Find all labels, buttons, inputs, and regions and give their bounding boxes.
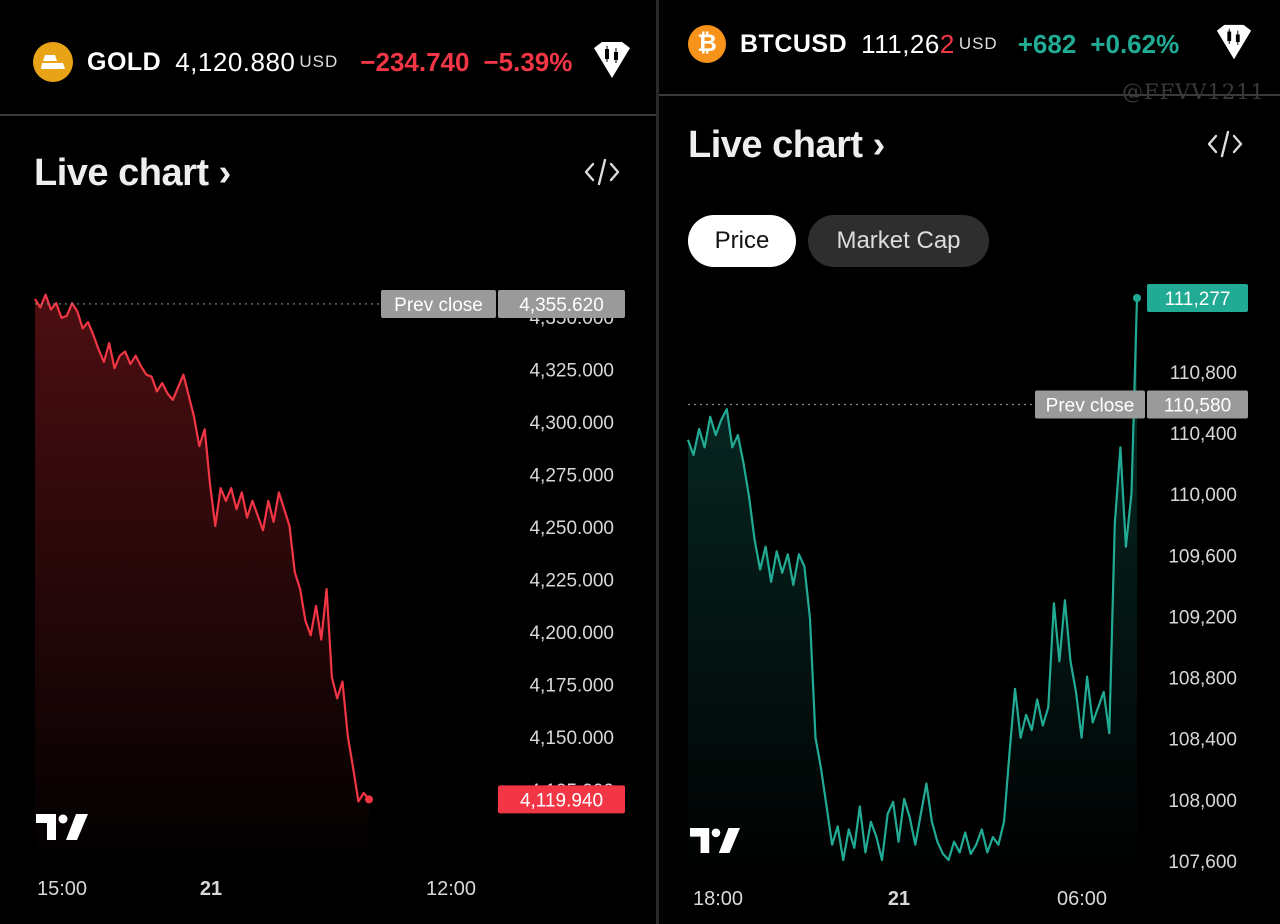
y-tick-label: 108,400: [1168, 730, 1237, 751]
gold-change: −234.740: [360, 46, 470, 77]
y-tick-label: 110,400: [1170, 424, 1237, 445]
gold-price: 4,120.880: [175, 46, 296, 77]
gold-currency: USD: [299, 52, 339, 71]
live-chart-link[interactable]: Live chart ›: [688, 124, 885, 167]
last-price-value: 111,277: [1165, 289, 1231, 310]
x-tick-label: 21: [888, 888, 910, 910]
y-tick-label: 110,000: [1170, 485, 1237, 506]
y-tick-label: 110,800: [1170, 363, 1237, 384]
bitcoin-icon: ₿: [688, 25, 726, 63]
y-tick-label: 4,175.000: [529, 676, 614, 697]
panel-divider: [656, 0, 659, 924]
y-tick-label: 4,200.000: [529, 623, 614, 644]
btc-currency: USD: [958, 34, 998, 53]
y-tick-label: 4,300.000: [529, 413, 614, 434]
last-price-value: 4,119.940: [520, 790, 603, 811]
y-tick-label: 109,600: [1168, 546, 1237, 567]
btc-header: ₿ BTCUSD 111,262 USD +682 +0.62%: [688, 25, 1280, 63]
prev-close-value-tag: [1147, 390, 1248, 419]
last-price-dot: [365, 795, 373, 804]
chevron-right-icon: ›: [862, 124, 886, 166]
btc-price-chart[interactable]: 110,800 110,400 110,000 109,600 109,200 108,8…: [659, 0, 1280, 924]
last-price-tag: [1147, 284, 1248, 312]
y-tick-label: 107,600: [1168, 852, 1237, 873]
gold-change-pct: −5.39%: [483, 46, 573, 77]
y-tick-label: 4,325.000: [529, 360, 614, 381]
y-tick-label: 108,000: [1168, 791, 1237, 812]
prev-close-tag: [1035, 390, 1145, 419]
embed-code-icon[interactable]: [584, 156, 620, 193]
y-tick-label: 4,250.000: [529, 518, 614, 539]
tradingview-logo: [36, 814, 88, 845]
candlestick-gem-button[interactable]: [1213, 23, 1255, 68]
gold-symbol: GOLD: [87, 47, 162, 76]
gold-price-chart[interactable]: 4,350.0004,325.0004,300.0004,275.0004,25…: [0, 0, 656, 924]
candlestick-gem-button[interactable]: [590, 40, 634, 87]
x-tick-label: 06:00: [1057, 888, 1107, 910]
btc-panel: ₿ BTCUSD 111,262 USD +682 +0.62% @FFVV12…: [659, 0, 1280, 924]
y-tick-label: 4,225.000: [529, 571, 614, 592]
prev-close-value-tag: [498, 289, 625, 318]
gold-header: GOLD 4,120.880 USD −234.740 −5.39%: [33, 42, 656, 82]
btc-price: 111,262: [861, 29, 955, 60]
embed-code-icon[interactable]: [1207, 128, 1243, 165]
btc-price-prefix: 111,26: [861, 28, 940, 59]
live-chart-label: Live chart: [34, 152, 209, 194]
header-divider: [0, 114, 656, 116]
y-tick-label: 109,200: [1168, 607, 1237, 628]
x-tick-label: 15:00: [37, 878, 87, 900]
x-tick-label: 12:00: [426, 878, 476, 900]
prev-close-label: Prev close: [394, 295, 483, 316]
chevron-right-icon: ›: [208, 152, 232, 194]
btc-symbol: BTCUSD: [740, 29, 848, 58]
tradingview-logo: [690, 828, 740, 858]
live-chart-link[interactable]: Live chart ›: [34, 152, 231, 195]
price-line: [34, 293, 370, 803]
tab-price[interactable]: Price: [688, 215, 796, 267]
prev-close-label: Prev close: [1046, 396, 1135, 417]
prev-close-value: 110,580: [1164, 396, 1231, 417]
prev-close-value: 4,355.620: [519, 295, 604, 316]
y-tick-label: 4,275.000: [529, 465, 614, 486]
live-chart-label: Live chart: [688, 124, 863, 166]
y-tick-label: 108,800: [1168, 669, 1237, 690]
x-tick-label: 21: [200, 878, 222, 900]
price-line: [686, 297, 1139, 862]
prev-close-tag: [381, 289, 496, 318]
x-tick-label: 18:00: [693, 888, 743, 910]
price-area: [688, 298, 1137, 870]
header-divider: [659, 94, 1280, 96]
gold-bars-icon: [33, 42, 73, 82]
last-price-tag: [498, 785, 625, 814]
last-price-dot: [1133, 294, 1141, 302]
price-area: [35, 294, 369, 855]
tab-market-cap[interactable]: Market Cap: [808, 215, 989, 267]
y-tick-label: 4,150.000: [529, 728, 614, 749]
btc-price-last-digit: 2: [939, 28, 955, 59]
btc-change: +682: [1017, 28, 1077, 59]
btc-change-pct: +0.62%: [1090, 28, 1180, 59]
watermark: @FFVV1211: [1122, 80, 1265, 104]
gold-panel: GOLD 4,120.880 USD −234.740 −5.39% Live …: [0, 0, 656, 924]
